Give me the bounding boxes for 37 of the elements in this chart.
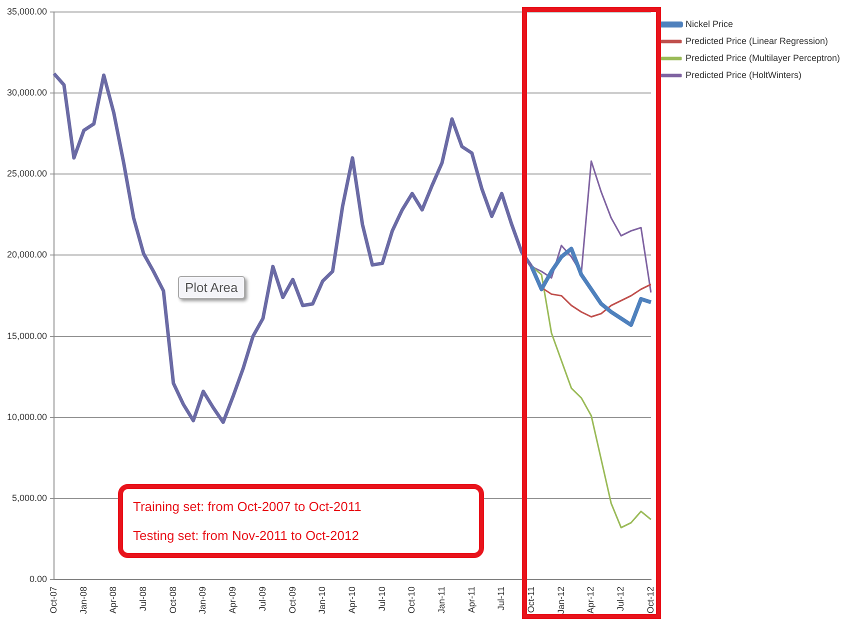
x-tick-label: Oct-12 — [645, 586, 656, 614]
x-tick-label: Oct-11 — [526, 586, 536, 613]
y-tick-label: 5,000.00 — [12, 492, 48, 503]
x-tick-label: Jul-08 — [138, 586, 148, 611]
legend-label: Nickel Price — [685, 18, 733, 29]
legend-label: Predicted Price (Multilayer Perceptron) — [685, 52, 840, 63]
x-tick-label: Oct-09 — [287, 586, 298, 614]
x-tick-label: Oct-10 — [406, 586, 417, 614]
x-tick-label: Jul-11 — [496, 586, 506, 610]
x-tick-label: Jul-10 — [376, 586, 387, 611]
x-tick-label: Jan-08 — [78, 586, 88, 614]
y-tick-label: 25,000.00 — [6, 168, 48, 179]
y-tick-label: 30,000.00 — [6, 88, 48, 98]
annotation: Training set: from Oct-2007 to Oct-2011 — [133, 499, 362, 514]
note-box: Training set: from Oct-2007 to Oct-2011 Testing set: from Nov-2011 to Oct-2012 — [118, 484, 484, 558]
y-tick-label: 0.00 — [30, 574, 48, 584]
legend-label: Predicted Price (Linear Regression) — [685, 36, 828, 46]
x-tick-label: Apr-11 — [466, 586, 476, 613]
y-tick-label: 15,000.00 — [6, 330, 48, 341]
legend-label: Predicted Price (HoltWinters) — [685, 70, 802, 80]
annotation: Testing set: from Nov-2011 to Oct-2012 — [133, 528, 360, 543]
x-tick-label: Jan-12 — [556, 586, 566, 614]
x-tick-label: Oct-07 — [48, 586, 59, 614]
annotation: Plot Area — [178, 276, 245, 299]
x-tick-label: Apr-12 — [586, 586, 596, 614]
x-tick-label: Jan-09 — [198, 586, 208, 614]
x-tick-label: Jan-11 — [436, 586, 447, 614]
y-tick-label: 20,000.00 — [6, 250, 48, 260]
x-tick-label: Jul-12 — [616, 586, 626, 611]
x-tick-label: Jul-09 — [257, 586, 268, 611]
y-tick-label: 10,000.00 — [6, 412, 48, 422]
x-tick-label: Apr-10 — [346, 586, 357, 614]
y-tick-label: 35,000.00 — [6, 6, 48, 16]
x-tick-label: Apr-09 — [228, 586, 238, 614]
x-tick-label: Apr-08 — [108, 586, 118, 614]
x-tick-label: Oct-08 — [168, 586, 178, 614]
x-tick-label: Jan-10 — [317, 586, 328, 614]
